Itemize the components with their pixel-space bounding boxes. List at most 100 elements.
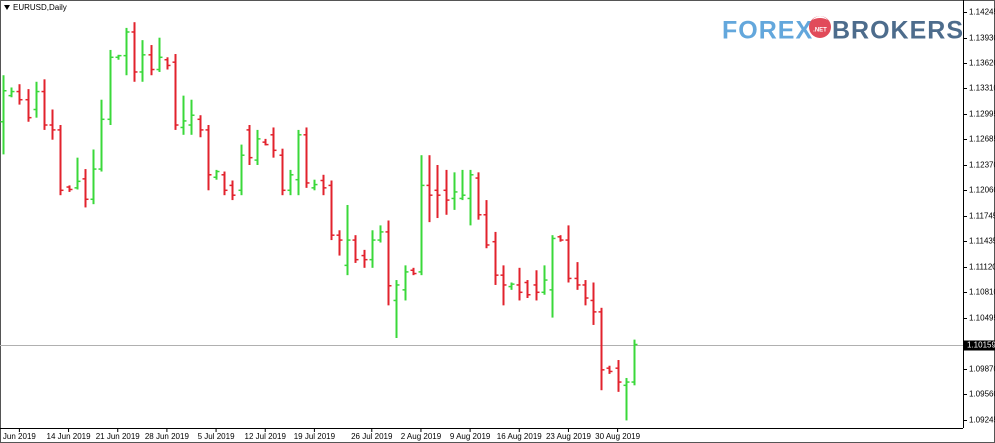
ohlc-bar <box>197 115 204 138</box>
ohlc-bar <box>164 57 171 70</box>
ohlc-bar <box>303 127 310 188</box>
ohlc-bar <box>615 360 622 392</box>
ohlc-bar <box>336 230 343 256</box>
y-tick-label: 1.11435 <box>969 237 995 246</box>
ohlc-bar <box>90 149 97 205</box>
ohlc-bar <box>82 169 89 208</box>
current-price-box <box>964 340 995 351</box>
x-tick-label: 16 Aug 2019 <box>497 432 542 441</box>
ohlc-bar <box>16 84 23 105</box>
ohlc-bar <box>541 265 548 295</box>
ohlc-bar <box>156 37 163 72</box>
ohlc-bar <box>188 99 195 135</box>
ohlc-bar <box>557 235 564 242</box>
ohlc-bar <box>320 174 327 196</box>
x-tick-label: 28 Jun 2019 <box>145 432 190 441</box>
ohlc-bar <box>549 235 556 318</box>
x-tick-label: 14 Jun 2019 <box>47 432 92 441</box>
ohlc-bar <box>434 164 441 219</box>
title-icon <box>4 5 10 10</box>
ohlc-bar <box>631 339 638 386</box>
y-tick-label: 1.12995 <box>969 110 995 119</box>
ohlc-bar <box>344 204 351 276</box>
ohlc-bar <box>516 267 523 301</box>
ohlc-bar <box>229 180 236 201</box>
y-tick-label: 1.09870 <box>969 365 995 374</box>
current-price-label: 1.10159 <box>967 341 995 350</box>
y-tick-label: 1.12060 <box>969 186 995 195</box>
logo-badge: .NET <box>813 28 827 34</box>
y-tick-label: 1.13620 <box>969 59 995 68</box>
ohlc-bar <box>492 231 499 285</box>
ohlc-bar <box>574 262 581 290</box>
y-tick-label: 1.14245 <box>969 8 995 17</box>
ohlc-bar <box>270 127 277 158</box>
ohlc-bar <box>172 54 179 130</box>
ohlc-bar <box>328 180 335 241</box>
y-tick-label: 1.10495 <box>969 314 995 323</box>
ohlc-bar <box>123 27 130 76</box>
ohlc-bar <box>402 265 409 301</box>
ohlc-bar <box>598 307 605 391</box>
ohlc-bar <box>287 169 294 196</box>
ohlc-bar <box>107 49 114 126</box>
y-tick-label: 1.13310 <box>969 84 995 93</box>
x-tick-label: Jun 2019 <box>3 432 36 441</box>
logo-right: BROKERS <box>832 17 964 45</box>
ohlc-bar <box>262 138 269 146</box>
x-tick-label: 30 Aug 2019 <box>595 432 640 441</box>
ohlc-bar <box>221 171 228 196</box>
ohlc-bar <box>377 225 384 243</box>
ohlc-bar <box>246 125 253 165</box>
y-tick-label: 1.11120 <box>969 263 995 272</box>
ohlc-bar <box>582 280 589 306</box>
ohlc-bar <box>41 79 48 130</box>
ohlc-bar <box>295 129 302 196</box>
x-tick-label: 19 Jul 2019 <box>294 432 336 441</box>
ohlc-bar <box>25 89 32 122</box>
ohlc-bar <box>254 129 261 165</box>
ohlc-bar <box>311 179 318 191</box>
ohlc-bar <box>0 75 7 155</box>
ohlc-bar <box>483 200 490 249</box>
ohlc-bar <box>459 169 466 201</box>
x-tick-label: 21 Jun 2019 <box>96 432 141 441</box>
x-tick-label: 9 Aug 2019 <box>450 432 491 441</box>
ohlc-bar <box>352 235 359 263</box>
chart-title: EURUSD,Daily <box>13 3 67 12</box>
y-tick-label: 1.09560 <box>969 390 995 399</box>
ohlc-bar <box>279 148 286 196</box>
x-tick-label: 5 Jul 2019 <box>198 432 235 441</box>
y-tick-label: 1.12370 <box>969 161 995 170</box>
ohlc-bar <box>426 155 433 223</box>
ohlc-bar <box>418 155 425 276</box>
logo-icon <box>809 16 831 38</box>
ohlc-bar <box>565 225 572 283</box>
ohlc-bar <box>148 45 155 76</box>
ohlc-bar <box>590 282 597 325</box>
ohlc-bar <box>98 99 105 172</box>
logo-left: FOREX <box>722 17 813 45</box>
ohlc-bar <box>475 172 482 220</box>
ohlc-bar <box>410 267 417 276</box>
y-tick-label: 1.13930 <box>969 34 995 43</box>
logo: FOREX .NET BROKERS <box>722 16 964 45</box>
ohlc-bar <box>533 270 540 301</box>
ohlc-bar <box>139 40 146 82</box>
ohlc-bar <box>443 169 450 215</box>
ohlc-bar <box>57 125 64 196</box>
ohlc-bar <box>213 169 220 180</box>
ohlc-bar <box>606 365 613 374</box>
ohlc-bar <box>131 22 138 82</box>
ohlc-bar <box>451 172 458 210</box>
ohlc-bar <box>33 81 40 118</box>
ohlc-bar <box>49 109 56 140</box>
ohlc-bar <box>508 282 515 290</box>
ohlc-bar <box>115 54 122 60</box>
ohlc-bar <box>180 95 187 135</box>
ohlc-bar <box>74 157 81 190</box>
ohlc-bar <box>8 87 15 98</box>
y-tick-label: 1.10810 <box>969 288 995 297</box>
